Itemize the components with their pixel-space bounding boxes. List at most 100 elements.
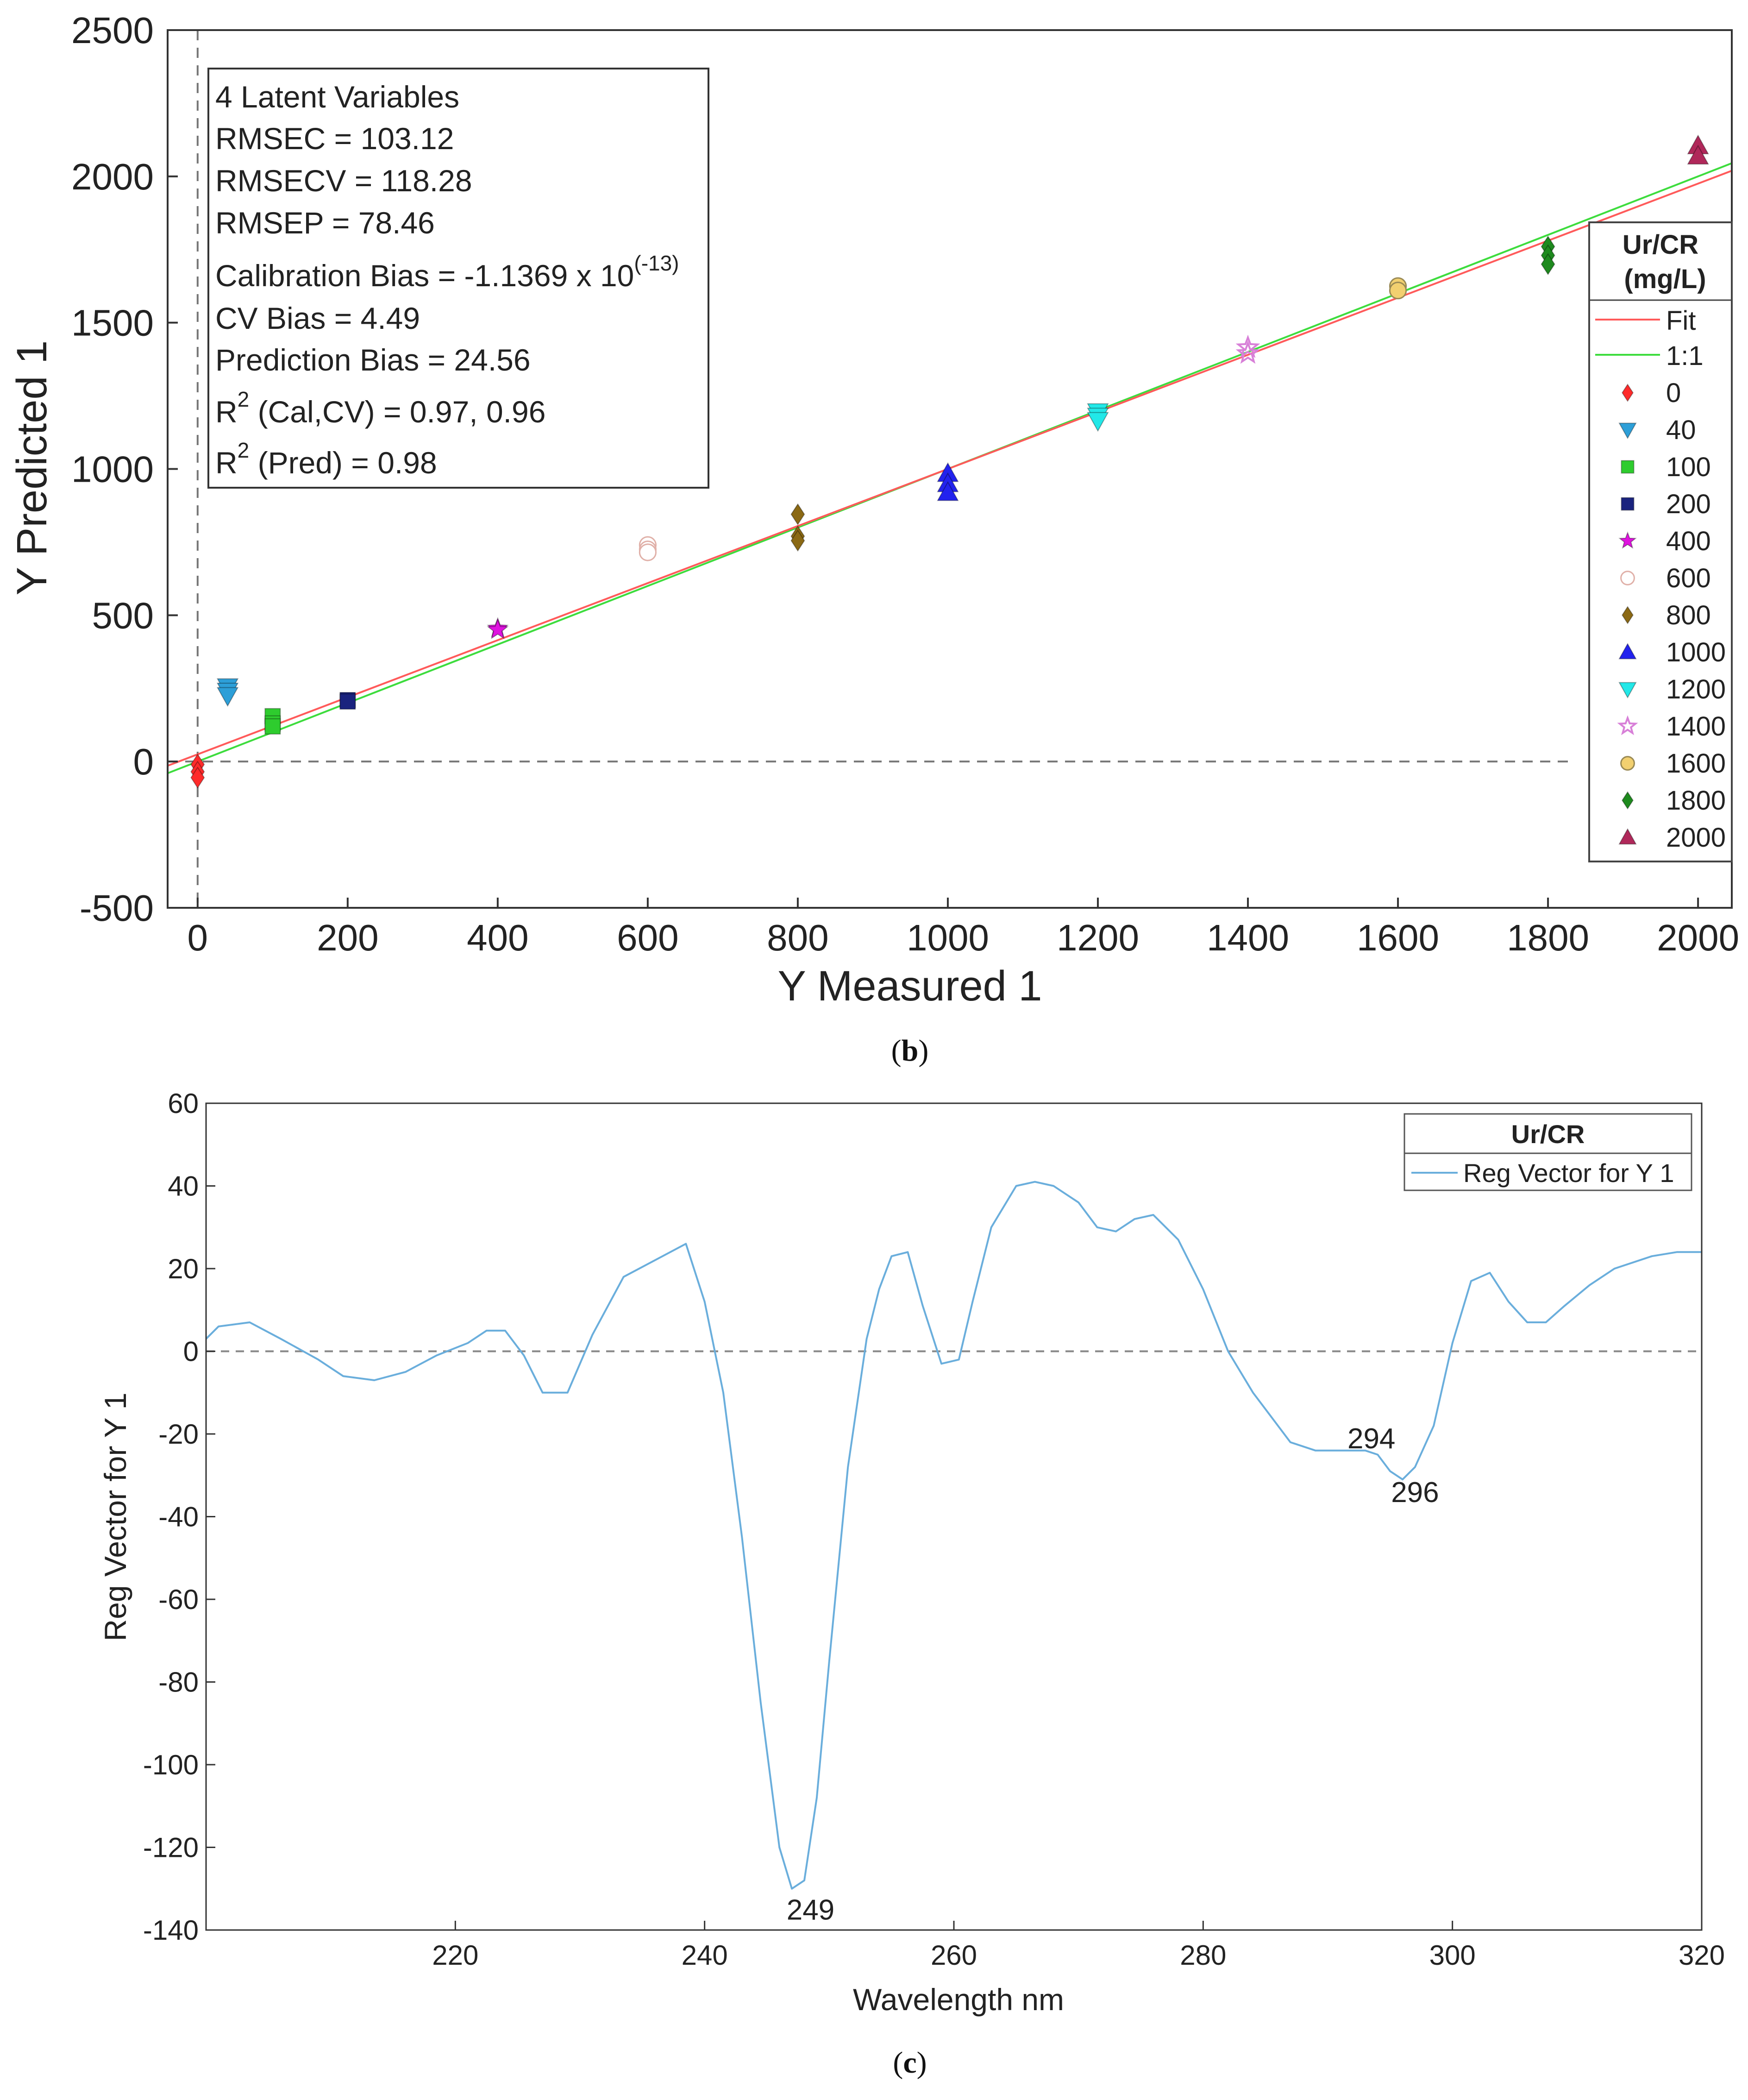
y-tick-label: 20 [168, 1253, 199, 1284]
series-1000 [937, 462, 959, 501]
x-tick-label: 400 [467, 917, 528, 958]
series-200 [339, 692, 356, 710]
x-tick-label: 1000 [907, 917, 989, 958]
y-tick-label: -80 [158, 1667, 199, 1698]
stat-r2-pred: R2 (Pred) = 0.98 [215, 438, 437, 480]
y-tick-label: 500 [92, 595, 154, 636]
panel-c-legend: Ur/CR Reg Vector for Y 1 [1403, 1113, 1692, 1191]
series-1600 [1389, 277, 1407, 300]
series-800 [790, 503, 805, 552]
data-point [1541, 253, 1555, 276]
x-tick-label: 1600 [1357, 917, 1439, 958]
data-point [1389, 282, 1407, 300]
legend-c-entry: Reg Vector for Y 1 [1463, 1158, 1674, 1188]
panel-b-xlabel: Y Measured 1 [777, 962, 1042, 1010]
legend-marker-600 [1620, 571, 1635, 585]
legend-marker-40 [1618, 422, 1637, 440]
legend-label-200: 200 [1666, 489, 1711, 519]
legend-label-2000: 2000 [1666, 823, 1726, 853]
x-tick-label: 800 [767, 917, 828, 958]
legend-label-1800: 1800 [1666, 786, 1726, 816]
series-1200 [1087, 403, 1109, 432]
x-tick-label: 320 [1679, 1940, 1725, 1971]
y-tick-label: -20 [158, 1419, 199, 1450]
panel-c-plot-area [206, 1103, 1702, 1930]
legend-label-0: 0 [1666, 378, 1681, 408]
legend-title-unit: (mg/L) [1624, 264, 1706, 294]
data-point [264, 718, 281, 735]
legend-label-1600: 1600 [1666, 748, 1726, 779]
stat-rmsecv: RMSECV = 118.28 [215, 163, 472, 198]
y-tick-label: -60 [158, 1584, 199, 1615]
legend-marker-1000 [1618, 642, 1637, 660]
y-tick-label: -500 [80, 887, 154, 929]
y-tick-label: -120 [143, 1832, 199, 1863]
legend-label-1200: 1200 [1666, 674, 1726, 704]
panel-b-scatter: 0 200 400 600 800 1000 1200 1400 1600 1800 2000-50… [8, 10, 1739, 1068]
series-40 [216, 678, 239, 707]
y-tick-label: -100 [143, 1749, 199, 1780]
y-tick-label: 40 [168, 1171, 199, 1202]
panel-c-caption: (c) [893, 2046, 927, 2080]
legend-fit-label: Fit [1666, 306, 1696, 336]
panel-c-ylabel: Reg Vector for Y 1 [98, 1393, 132, 1641]
x-tick-label: 280 [1180, 1940, 1226, 1971]
legend-marker-0 [1622, 384, 1634, 402]
legend-label-1000: 1000 [1666, 637, 1726, 667]
peak-annotation-294: 294 [1347, 1423, 1395, 1455]
panel-c-line: 220 240 260 280 300 320 -140 -120 -100 -80 -60 -40 -… [98, 1088, 1725, 2080]
y-tick-label: 1500 [71, 302, 154, 344]
stats-box: 4 Latent Variables RMSEC = 103.12 RMSECV… [207, 68, 709, 489]
x-tick-label: 2000 [1657, 917, 1739, 958]
data-point [790, 529, 805, 552]
x-tick-label: 300 [1429, 1940, 1476, 1971]
legend-marker-1200 [1618, 682, 1637, 699]
legend-marker-400 [1618, 531, 1637, 549]
x-tick-label: 0 [188, 917, 208, 958]
series-1800 [1541, 235, 1555, 276]
y-tick-label: -40 [158, 1502, 199, 1533]
peak-annotation-296: 296 [1391, 1477, 1439, 1509]
legend-label-1400: 1400 [1666, 711, 1726, 742]
x-tick-label: 1400 [1207, 917, 1289, 958]
reg-vector-line [205, 1181, 1702, 1890]
legend-one-label: 1:1 [1666, 341, 1704, 371]
x-tick-label: 1800 [1507, 917, 1589, 958]
y-tick-label: 1000 [71, 449, 154, 490]
panel-b-legend: Ur/CR (mg/L) Fit 1:1 0 40 100 200 400 600 800 1… [1588, 221, 1733, 862]
legend-label-40: 40 [1666, 415, 1696, 445]
legend-label-100: 100 [1666, 452, 1711, 482]
y-tick-label: 2000 [71, 156, 154, 197]
data-point [487, 618, 509, 639]
stat-cv-bias: CV Bias = 4.49 [215, 301, 420, 335]
panel-b-ylabel: Y Predicted 1 [8, 340, 56, 596]
y-tick-label: 0 [183, 1336, 199, 1367]
data-point [216, 687, 239, 707]
x-tick-label: 260 [931, 1940, 977, 1971]
stat-rmsec: RMSEC = 103.12 [215, 121, 454, 156]
legend-marker-200 [1621, 497, 1635, 511]
y-tick-label: 60 [168, 1088, 199, 1119]
stat-calibration-bias: Calibration Bias = -1.1369 x 10(-13) [215, 251, 679, 293]
x-tick-label: 1200 [1057, 917, 1139, 958]
legend-marker-800 [1622, 606, 1634, 624]
legend-label-800: 800 [1666, 600, 1711, 630]
data-point [1087, 412, 1109, 432]
legend-marker-1800 [1622, 791, 1634, 810]
data-point [790, 503, 805, 526]
data-point [339, 693, 356, 710]
legend-title-ur-cr: Ur/CR [1623, 230, 1698, 260]
data-point [1235, 340, 1260, 364]
legend-c-title: Ur/CR [1511, 1119, 1585, 1149]
data-point [1687, 145, 1709, 165]
series-100 [264, 708, 281, 735]
stat-latent-variables: 4 Latent Variables [215, 80, 459, 114]
legend-label-600: 600 [1666, 563, 1711, 593]
stat-r2-cal-cv: R2 (Cal,CV) = 0.97, 0.96 [215, 387, 545, 429]
data-point [190, 767, 205, 789]
panel-b-caption: (b) [891, 1034, 929, 1068]
stat-prediction-bias: Prediction Bias = 24.56 [215, 343, 531, 377]
series-2000 [1687, 134, 1709, 165]
y-tick-label: 2500 [71, 10, 154, 51]
